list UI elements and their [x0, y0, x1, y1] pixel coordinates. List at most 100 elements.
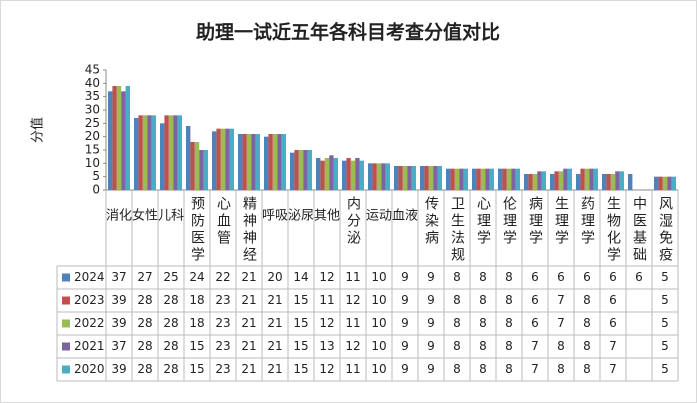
bar [121, 91, 126, 190]
bar [654, 176, 659, 190]
table-value: 6 [635, 270, 643, 284]
y-tick-label: 20 [85, 129, 100, 143]
bar [394, 166, 399, 190]
bar [324, 158, 330, 190]
table-value: 11 [345, 270, 360, 284]
legend-key [62, 296, 70, 305]
bar [116, 86, 122, 190]
bar [151, 115, 156, 190]
table-value: 25 [163, 270, 178, 284]
table-value: 12 [345, 293, 360, 307]
chart-title: 助理一试近五年各科目考查分值对比 [196, 21, 500, 44]
table-value: 15 [293, 362, 308, 376]
table-value: 37 [111, 270, 126, 284]
bar [524, 174, 529, 190]
table-value: 8 [583, 293, 591, 307]
table-value: 10 [371, 316, 386, 330]
table-value: 8 [583, 339, 591, 353]
table-value: 14 [293, 270, 308, 284]
bar [402, 166, 408, 190]
table-value: 7 [531, 362, 539, 376]
table-value: 13 [319, 339, 334, 353]
table-value: 8 [479, 362, 487, 376]
bar [459, 168, 464, 190]
bar [606, 174, 611, 190]
bar [511, 168, 516, 190]
bar [506, 168, 512, 190]
bar [238, 134, 243, 190]
bar [528, 174, 533, 190]
bar [424, 166, 429, 190]
legend-key [62, 319, 70, 328]
y-tick-label: 45 [85, 63, 100, 77]
bar [333, 158, 338, 190]
table-value: 8 [453, 362, 461, 376]
table-value: 15 [293, 339, 308, 353]
bar [446, 168, 451, 190]
x-tick-label: 卫生法规 [449, 196, 465, 264]
bar [203, 150, 208, 190]
table-value: 8 [453, 316, 461, 330]
table-value: 10 [371, 293, 386, 307]
bar [177, 115, 182, 190]
x-tick-label: 风湿免疫 [657, 196, 673, 264]
bar [225, 128, 230, 190]
y-tick-label: 25 [85, 116, 100, 130]
table-value: 15 [189, 339, 204, 353]
table-value: 7 [531, 339, 539, 353]
bar [255, 134, 260, 190]
table-value: 7 [609, 362, 617, 376]
table-value: 39 [111, 316, 126, 330]
table-value: 8 [479, 339, 487, 353]
bar [190, 142, 195, 190]
table-value: 28 [137, 293, 152, 307]
table-value: 23 [215, 362, 230, 376]
bar [194, 142, 200, 190]
table-value: 21 [267, 316, 282, 330]
table-value: 8 [505, 293, 513, 307]
bar [142, 115, 148, 190]
bar [480, 168, 486, 190]
bar [376, 163, 382, 190]
legend-label: 2021 [74, 339, 105, 353]
table-value: 39 [111, 362, 126, 376]
bar [242, 134, 247, 190]
bar [610, 174, 616, 190]
bar [168, 115, 174, 190]
bar [454, 168, 460, 190]
bar [411, 166, 416, 190]
bar [246, 134, 252, 190]
legend-key [62, 365, 70, 374]
y-tick-label: 15 [85, 143, 100, 157]
bar [134, 118, 139, 190]
table-value: 27 [137, 270, 152, 284]
bar [307, 150, 312, 190]
table-value: 8 [453, 293, 461, 307]
x-tick-label: 血液 [392, 209, 418, 224]
bar [281, 134, 286, 190]
bar [619, 171, 624, 190]
bar [329, 155, 334, 190]
bar [498, 168, 503, 190]
table-value: 12 [319, 270, 334, 284]
table-value: 8 [479, 293, 487, 307]
table-value: 6 [531, 270, 539, 284]
x-tick-label: 药理学 [579, 196, 595, 247]
bar [173, 115, 178, 190]
x-tick-label: 精神神经 [241, 196, 257, 264]
x-tick-label: 女性 [132, 208, 158, 224]
bar [485, 168, 490, 190]
bar [125, 86, 130, 190]
bar [303, 150, 308, 190]
x-tick-label: 消化 [106, 209, 132, 224]
table-value: 5 [661, 362, 669, 376]
table-value: 11 [345, 362, 360, 376]
bar [320, 160, 325, 190]
bar [450, 168, 455, 190]
bar [671, 176, 676, 190]
table-value: 9 [427, 316, 435, 330]
bar [316, 158, 321, 190]
bar [593, 168, 598, 190]
bar [251, 134, 256, 190]
x-tick-label: 生理学 [553, 196, 569, 247]
